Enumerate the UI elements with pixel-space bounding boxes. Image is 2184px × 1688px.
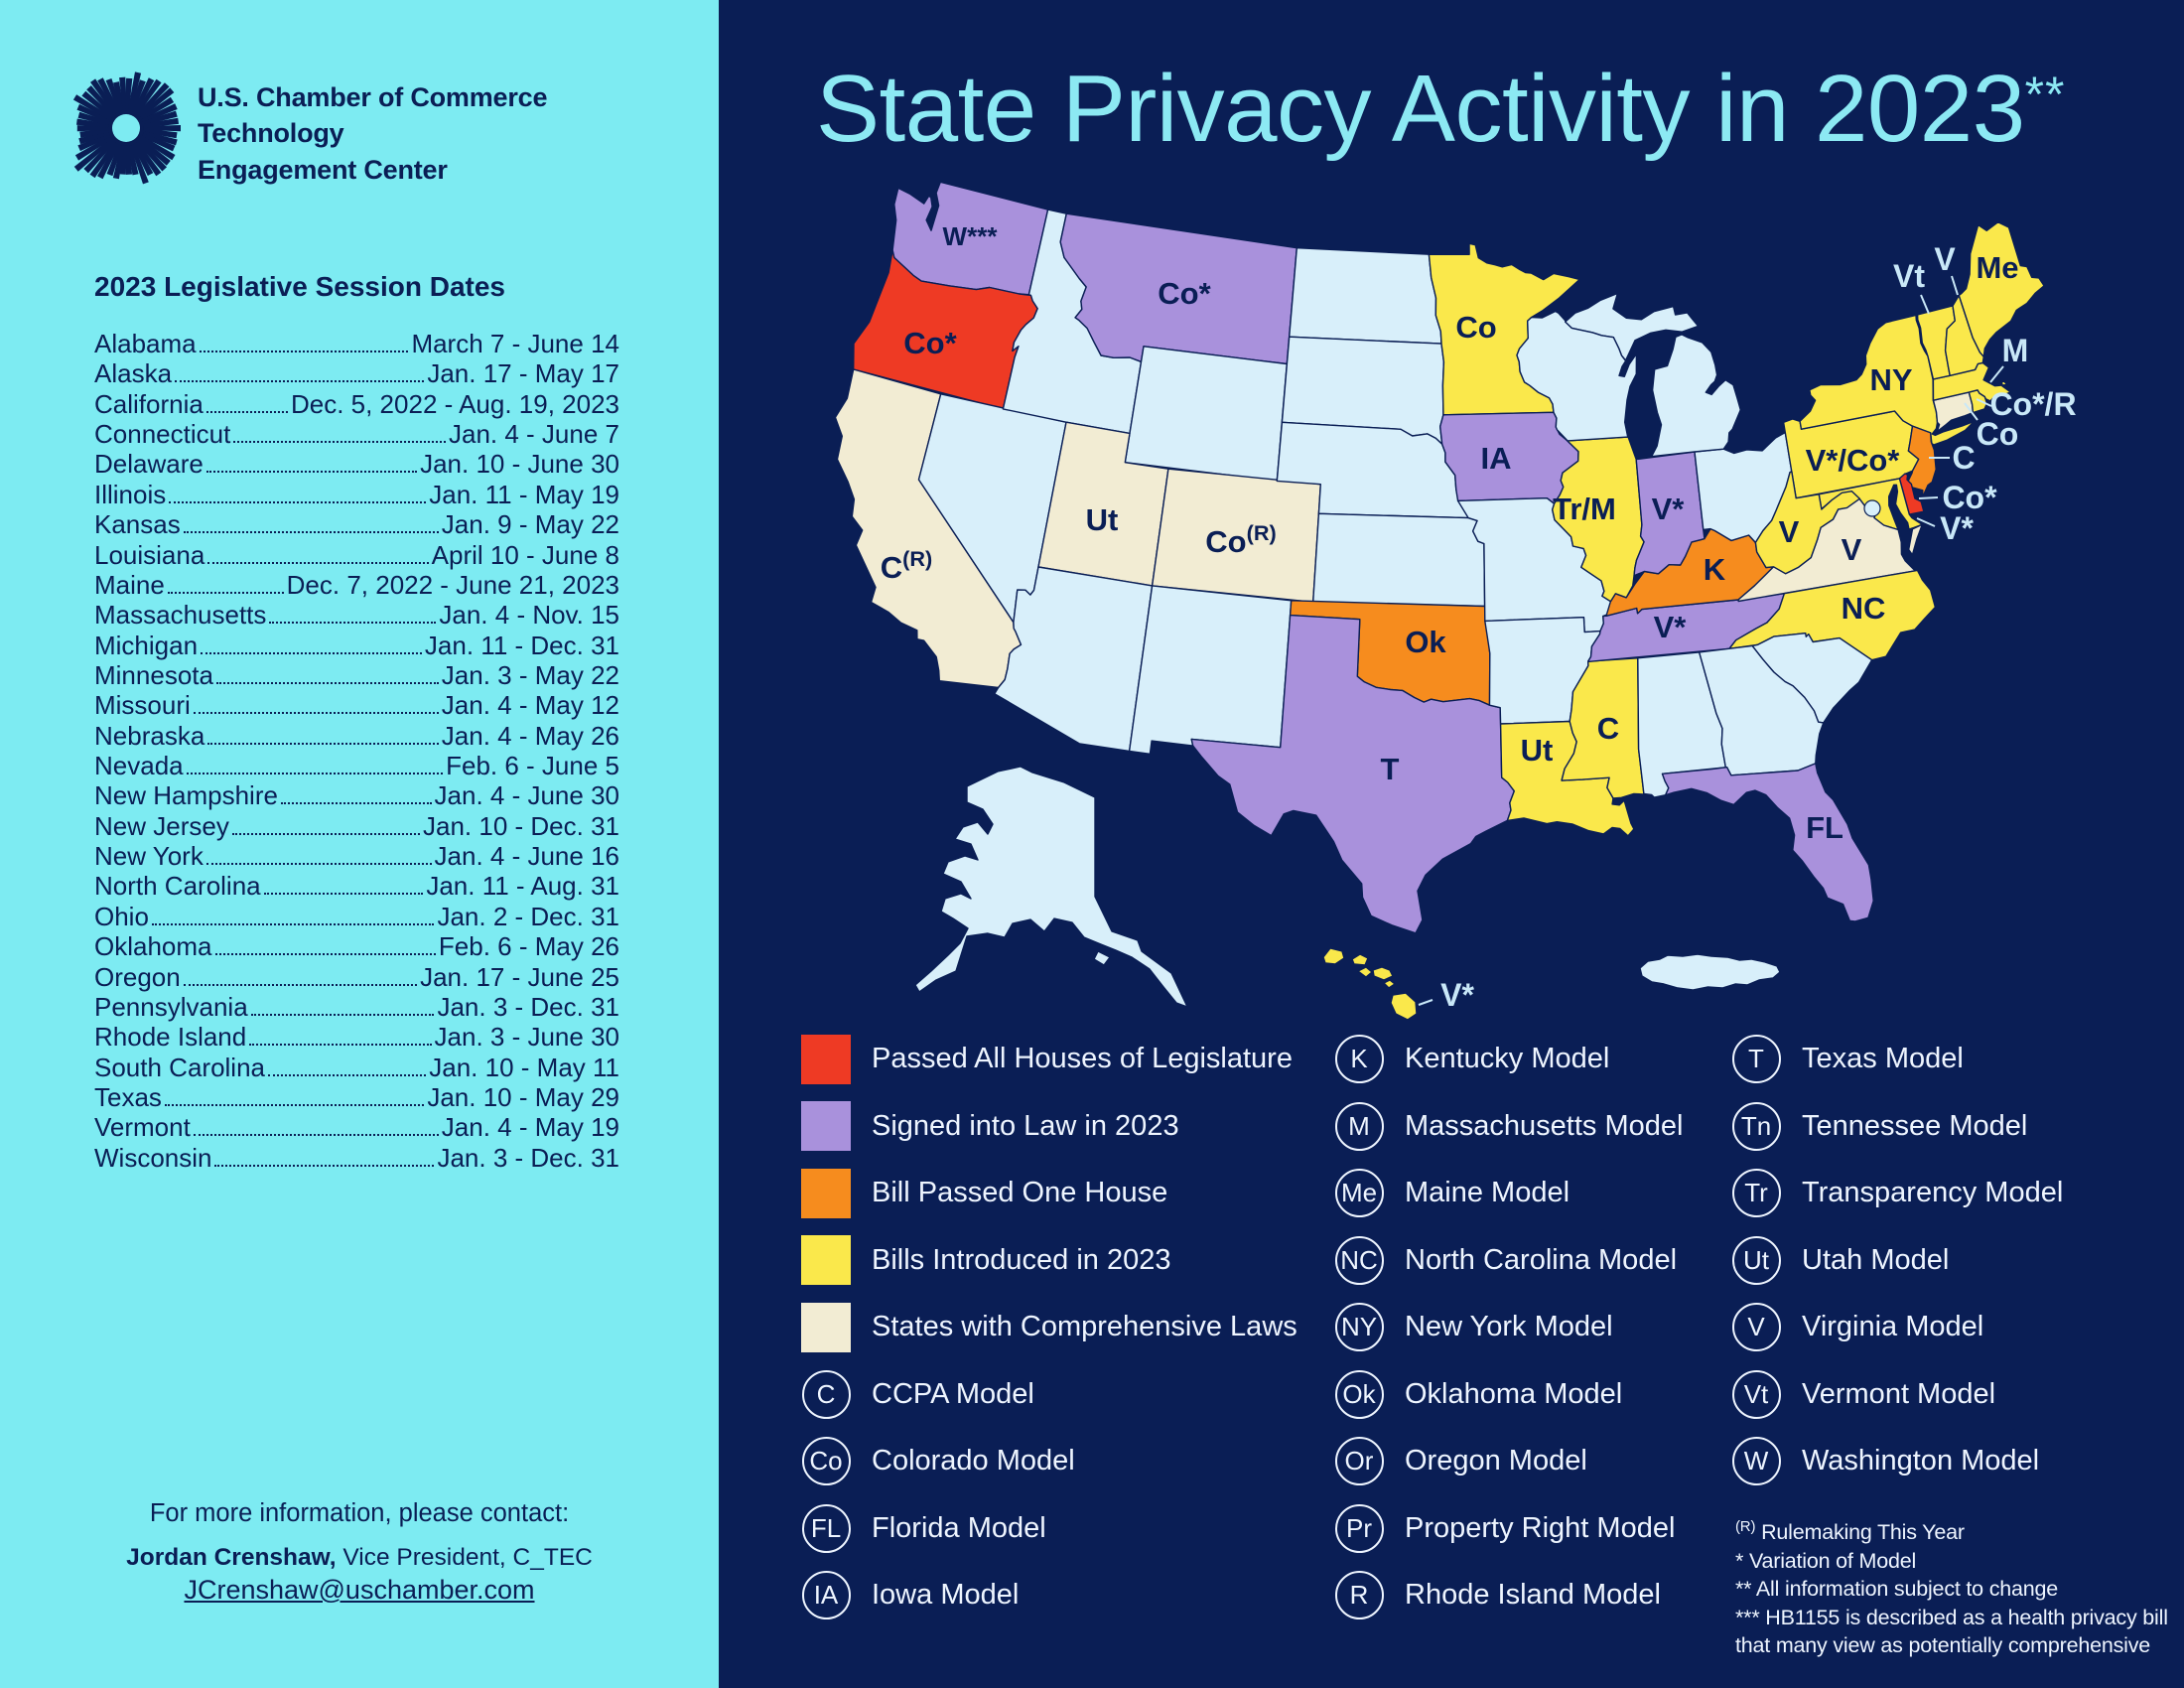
svg-text:T: T: [1381, 752, 1400, 786]
svg-text:Ut: Ut: [1086, 502, 1119, 537]
svg-text:V*: V*: [1440, 977, 1474, 1013]
svg-text:V: V: [1934, 241, 1956, 277]
svg-text:Co*/R: Co*/R: [1989, 386, 2076, 422]
svg-text:Co: Co: [1455, 310, 1496, 345]
svg-text:C: C: [1597, 711, 1619, 746]
svg-text:Tr/M: Tr/M: [1553, 492, 1616, 526]
svg-text:FL: FL: [1806, 810, 1843, 845]
svg-text:V*/Co*: V*/Co*: [1806, 443, 1901, 478]
svg-text:Co: Co: [1977, 416, 2019, 452]
svg-text:NC: NC: [1842, 591, 1886, 626]
svg-text:Co*: Co*: [1158, 276, 1211, 311]
svg-text:V*: V*: [1940, 510, 1974, 546]
svg-text:V: V: [1779, 514, 1800, 549]
svg-text:M: M: [2002, 333, 2029, 368]
svg-text:Co*: Co*: [1942, 480, 1997, 515]
svg-text:IA: IA: [1481, 441, 1512, 476]
svg-text:V*: V*: [1652, 492, 1686, 526]
svg-text:Co*: Co*: [903, 326, 957, 360]
svg-text:W***: W***: [943, 221, 999, 251]
svg-text:Ok: Ok: [1405, 625, 1446, 659]
svg-text:NY: NY: [1869, 362, 1912, 397]
svg-text:C: C: [1952, 440, 1975, 476]
svg-text:K: K: [1704, 552, 1726, 587]
svg-text:V: V: [1842, 532, 1862, 567]
svg-text:Vt: Vt: [1893, 258, 1925, 294]
svg-text:Ut: Ut: [1521, 733, 1554, 768]
svg-text:V*: V*: [1654, 610, 1688, 644]
svg-text:Me: Me: [1976, 250, 2018, 285]
